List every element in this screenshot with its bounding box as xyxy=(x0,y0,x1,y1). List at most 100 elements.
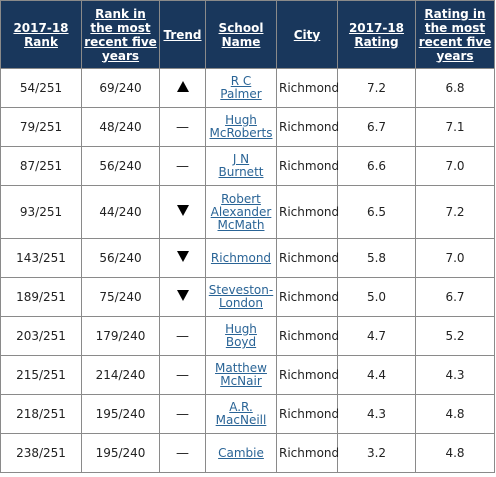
rank-2017-cell: 215/251 xyxy=(0,355,82,395)
dash-icon: — xyxy=(176,119,189,135)
rating-2017-cell: 4.7 xyxy=(337,316,416,356)
rating-recent-cell: 7.0 xyxy=(415,146,495,186)
school-name-link[interactable]: Robert Alexander McMath xyxy=(211,192,272,232)
rating-recent-cell: 7.0 xyxy=(415,238,495,278)
table-row: 87/251 56/240 — J N Burnett Richmond 6.6 7.0 xyxy=(0,146,495,186)
rank-recent-cell: 179/240 xyxy=(81,316,160,356)
dash-icon: — xyxy=(176,158,189,174)
rank-2017-cell: 54/251 xyxy=(0,68,82,108)
table-row: 93/251 44/240 Robert Alexander McMath Richmon… xyxy=(0,185,495,239)
school-name-link[interactable]: Matthew McNair xyxy=(215,361,267,388)
school-name-link[interactable]: Steveston- London xyxy=(209,283,273,310)
rank-2017-cell: 79/251 xyxy=(0,107,82,147)
school-name-link[interactable]: R C Palmer xyxy=(220,74,261,101)
rank-2017-cell: 143/251 xyxy=(0,238,82,278)
school-name-link[interactable]: Richmond xyxy=(211,251,271,265)
table-row: 203/251 179/240 — Hugh Boyd Richmond 4.7 5.2 xyxy=(0,316,495,356)
rank-recent-cell: 69/240 xyxy=(81,68,160,108)
col-header-school[interactable]: School Name xyxy=(205,0,277,69)
school-name-line: McRoberts xyxy=(209,126,273,140)
school-name-link[interactable]: A.R. MacNeill xyxy=(216,400,267,427)
col-header-rating-2017[interactable]: 2017-18 Rating xyxy=(337,0,416,69)
rank-2017-cell: 203/251 xyxy=(0,316,82,356)
dash-icon: — xyxy=(176,328,189,344)
triangle-down-icon xyxy=(176,290,189,301)
trend-cell: — xyxy=(159,394,206,434)
rank-2017-cell: 238/251 xyxy=(0,433,82,473)
rating-2017-cell: 4.4 xyxy=(337,355,416,395)
table-row: 218/251 195/240 — A.R. MacNeill Richmond 4.3 4.… xyxy=(0,394,495,434)
school-cell: Hugh Boyd xyxy=(205,316,277,356)
rank-recent-cell: 56/240 xyxy=(81,238,160,278)
triangle-down-icon xyxy=(176,251,189,262)
rating-2017-cell: 6.5 xyxy=(337,185,416,239)
school-name-line: A.R. xyxy=(229,400,253,414)
school-name-line: Hugh xyxy=(225,113,257,127)
col-header-rank-2017[interactable]: 2017-18 Rank xyxy=(0,0,82,69)
rating-recent-cell: 6.7 xyxy=(415,277,495,317)
school-name-line: MacNeill xyxy=(215,413,267,427)
rating-recent-cell: 4.3 xyxy=(415,355,495,395)
rank-recent-cell: 195/240 xyxy=(81,433,160,473)
city-cell: Richmond xyxy=(276,355,339,395)
table-body: 54/251 69/240 R C Palmer Richmond 7.2 6.8 79/25… xyxy=(0,68,495,473)
school-cell: J N Burnett xyxy=(205,146,277,186)
rank-recent-cell: 75/240 xyxy=(81,277,160,317)
trend-cell: — xyxy=(159,107,206,147)
rating-2017-cell: 5.0 xyxy=(337,277,416,317)
school-cell: A.R. MacNeill xyxy=(205,394,277,434)
rank-recent-cell: 56/240 xyxy=(81,146,160,186)
rating-recent-cell: 4.8 xyxy=(415,394,495,434)
col-header-rank-recent[interactable]: Rank in the most recent five years xyxy=(81,0,160,69)
rating-2017-cell: 6.6 xyxy=(337,146,416,186)
school-name-line: Cambie xyxy=(218,445,264,460)
dash-icon: — xyxy=(176,445,189,461)
trend-cell xyxy=(159,68,206,108)
city-cell: Richmond xyxy=(276,68,339,108)
table-row: 54/251 69/240 R C Palmer Richmond 7.2 6.8 xyxy=(0,68,495,108)
school-cell: Richmond xyxy=(205,238,277,278)
rating-2017-cell: 4.3 xyxy=(337,394,416,434)
rank-recent-cell: 195/240 xyxy=(81,394,160,434)
school-name-link[interactable]: J N Burnett xyxy=(219,152,264,179)
header-row: 2017-18 Rank Rank in the most recent fiv… xyxy=(0,0,495,69)
school-name-link[interactable]: Hugh McRoberts xyxy=(210,113,273,140)
trend-cell: — xyxy=(159,355,206,395)
school-name-line: McNair xyxy=(220,374,262,388)
col-header-rating-recent[interactable]: Rating in the most recent five years xyxy=(415,0,495,69)
table-row: 238/251 195/240 — Cambie Richmond 3.2 4.8 xyxy=(0,433,495,473)
rating-2017-cell: 5.8 xyxy=(337,238,416,278)
dash-icon: — xyxy=(176,367,189,383)
school-name-line: Hugh xyxy=(225,322,257,336)
school-name-line: Alexander xyxy=(210,204,272,219)
trend-cell: — xyxy=(159,433,206,473)
rank-recent-cell: 44/240 xyxy=(81,185,160,239)
rank-2017-cell: 87/251 xyxy=(0,146,82,186)
trend-cell: — xyxy=(159,146,206,186)
school-name-line: McMath xyxy=(217,217,265,232)
trend-cell xyxy=(159,277,206,317)
rating-recent-cell: 4.8 xyxy=(415,433,495,473)
school-name-link[interactable]: Hugh Boyd xyxy=(225,322,257,349)
table-row: 215/251 214/240 — Matthew McNair Richmond 4.4 4… xyxy=(0,355,495,395)
col-header-trend[interactable]: Trend xyxy=(159,0,206,69)
school-name-line: R C xyxy=(230,74,252,88)
rank-recent-cell: 214/240 xyxy=(81,355,160,395)
city-cell: Richmond xyxy=(276,107,339,147)
school-name-link[interactable]: Cambie xyxy=(218,446,264,460)
city-cell: Richmond xyxy=(276,146,339,186)
school-name-line: Palmer xyxy=(220,87,262,101)
school-name-line: J N xyxy=(232,152,250,166)
trend-cell xyxy=(159,185,206,239)
rating-2017-cell: 7.2 xyxy=(337,68,416,108)
rating-recent-cell: 5.2 xyxy=(415,316,495,356)
rating-2017-cell: 3.2 xyxy=(337,433,416,473)
rating-2017-cell: 6.7 xyxy=(337,107,416,147)
trend-cell: — xyxy=(159,316,206,356)
triangle-up-icon xyxy=(176,81,189,92)
city-cell: Richmond xyxy=(276,316,339,356)
rank-2017-cell: 189/251 xyxy=(0,277,82,317)
col-header-city[interactable]: City xyxy=(276,0,338,69)
dash-icon: — xyxy=(176,406,189,422)
